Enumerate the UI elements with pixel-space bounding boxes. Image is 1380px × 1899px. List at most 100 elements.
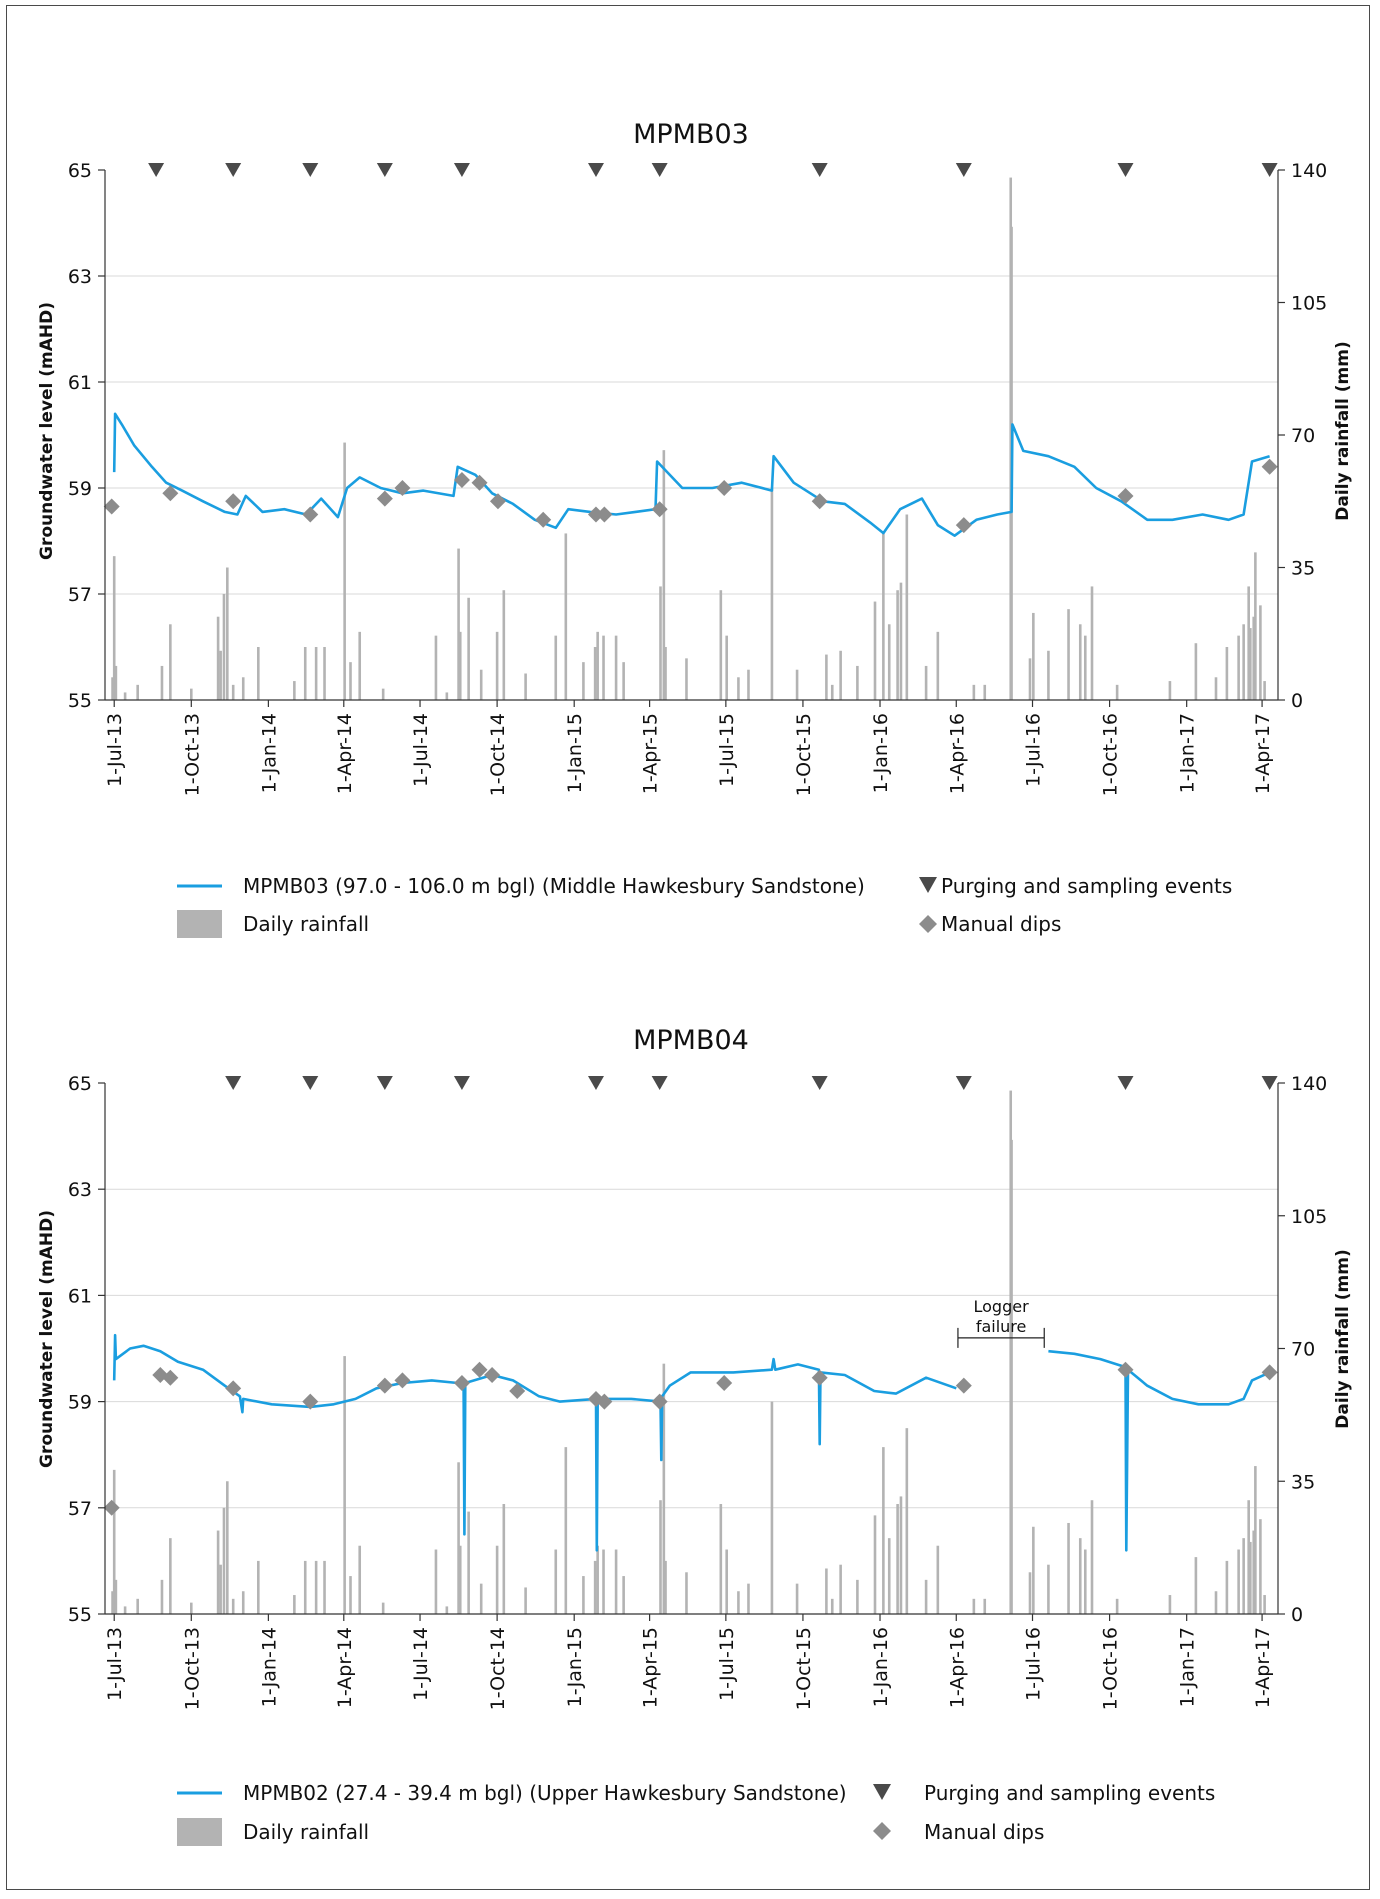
y-tick-label: 65 (68, 1073, 92, 1095)
rainfall-bar (1067, 1522, 1070, 1614)
x-tick-label: 1-Jul-14 (410, 713, 432, 787)
manual-dip-marker (955, 1377, 972, 1394)
manual-dip-marker (471, 1361, 488, 1378)
x-tick-label: 1-Jan-14 (258, 713, 280, 793)
y2-tick-label: 0 (1291, 690, 1303, 712)
sampling-event-marker (651, 1076, 668, 1090)
x-tick-label: 1-Apr-17 (1252, 1627, 1274, 1708)
manual-dip-marker (1117, 487, 1134, 504)
x-tick-label: 1-Jan-17 (1177, 1627, 1199, 1707)
rainfall-bar (434, 635, 438, 700)
rainfall-bar (1254, 552, 1257, 700)
sampling-event-marker (811, 1076, 828, 1090)
rainfall-bar (905, 1428, 909, 1614)
rainfall-bar (458, 1545, 462, 1614)
rainfall-bar (160, 1579, 164, 1614)
y-tick-label: 63 (68, 1179, 92, 1201)
rainfall-bar (887, 624, 891, 700)
rainfall-bar (664, 1560, 667, 1614)
rainfall-bar (358, 1545, 362, 1614)
rainfall-bar (1194, 1557, 1198, 1614)
rainfall-bar (1247, 586, 1250, 700)
rainfall-bar (111, 1591, 114, 1614)
rainfall-bar (1249, 628, 1252, 700)
figure-frame (6, 5, 1370, 1890)
rainfall-bar (795, 1583, 799, 1614)
rainfall-bar (112, 556, 116, 700)
x-tick-label: 1-Apr-14 (334, 713, 356, 794)
rainfall-bar (1237, 1549, 1240, 1614)
rainfall-bar (554, 635, 558, 700)
rainfall-bar (564, 533, 568, 700)
y-tick-label: 65 (68, 160, 92, 182)
rainfall-bar (1115, 684, 1119, 700)
x-tick-label: 1-Jan-16 (870, 1627, 892, 1707)
rainfall-bar (257, 1560, 260, 1614)
legend-dip-label: Manual dips (941, 912, 1061, 936)
rainfall-bar (936, 1545, 940, 1614)
rainfall-bar (1252, 1530, 1256, 1614)
rainfall-bar (381, 1602, 385, 1614)
rainfall-bar (303, 647, 307, 700)
sampling-event-marker (453, 1076, 470, 1090)
sampling-event-marker (1117, 1076, 1134, 1090)
y2-tick-label: 140 (1291, 160, 1327, 182)
rainfall-bar (664, 647, 667, 700)
sampling-event-markers (225, 1076, 1278, 1090)
rainfall-bar (1194, 643, 1198, 700)
rainfall-bar (685, 1572, 688, 1614)
groundwater-series (112, 1333, 957, 1552)
y-tick-label: 59 (68, 478, 92, 500)
legend-dip-label: Manual dips (924, 1820, 1044, 1844)
manual-dip-marker (596, 1393, 613, 1410)
rainfall-bar (222, 594, 226, 700)
rainfall-bar (596, 631, 599, 700)
rainfall-bar (136, 684, 139, 700)
rainfall-bar (1254, 1466, 1257, 1614)
legend-event-marker (919, 877, 937, 893)
chart-mpmb03: MPMB03 55 57 59 61 63 65 0 35 70 105 140 1-Jul-13 1-… (37, 119, 1353, 938)
rainfall-bar (1028, 658, 1032, 700)
rainfall-bar (685, 658, 688, 700)
rainfall-bar (830, 1598, 834, 1614)
rainfall-bar (924, 665, 928, 700)
sampling-event-marker (587, 1076, 604, 1090)
manual-dip-marker (484, 1367, 501, 1384)
legend-line-label: MPMB02 (27.4 - 39.4 m bgl) (Upper Hawkes… (243, 1781, 847, 1805)
rainfall-bar (882, 1447, 885, 1614)
x-tick-label: 1-Apr-17 (1252, 713, 1274, 794)
rainfall-bar (381, 688, 385, 700)
x-tick-label: 1-Apr-16 (946, 1627, 968, 1708)
rainfall-bar (136, 1598, 139, 1614)
rainfall-bar (219, 650, 222, 700)
groundwater-line (112, 1333, 1271, 1552)
rainfall-bar (323, 647, 326, 700)
x-tick-label: 1-Jul-14 (410, 1627, 432, 1701)
rainfall-bar (659, 586, 662, 700)
rainfall-bar (445, 1606, 449, 1614)
groundwater-line (112, 412, 1270, 538)
rainfall-bar (226, 1481, 229, 1614)
x-tick-label: 1-Jul-13 (104, 1627, 126, 1701)
rainfall-bar (1263, 681, 1266, 700)
y-tick-label: 55 (68, 1604, 92, 1626)
sampling-event-markers (148, 163, 1278, 177)
sampling-event-marker (302, 163, 319, 177)
rainfall-bar (1083, 1549, 1087, 1614)
rainfall-bar (873, 1515, 877, 1614)
rainfall-bar (1090, 1500, 1094, 1614)
sampling-event-marker (587, 163, 604, 177)
rainfall-bar (924, 1579, 928, 1614)
rainfall-bar (856, 1579, 859, 1614)
rainfall-bar (725, 635, 728, 700)
x-tick-label: 1-Oct-14 (487, 1627, 509, 1710)
manual-dip-markers (103, 458, 1278, 534)
rainfall-bar (502, 590, 506, 700)
rainfall-bar (222, 1507, 226, 1614)
rainfall-bar (795, 669, 799, 700)
manual-dip-marker (1261, 1364, 1278, 1381)
sampling-event-marker (225, 1076, 242, 1090)
manual-dip-marker (489, 493, 506, 510)
sampling-event-marker (376, 163, 393, 177)
rainfall-bar (1067, 609, 1070, 700)
